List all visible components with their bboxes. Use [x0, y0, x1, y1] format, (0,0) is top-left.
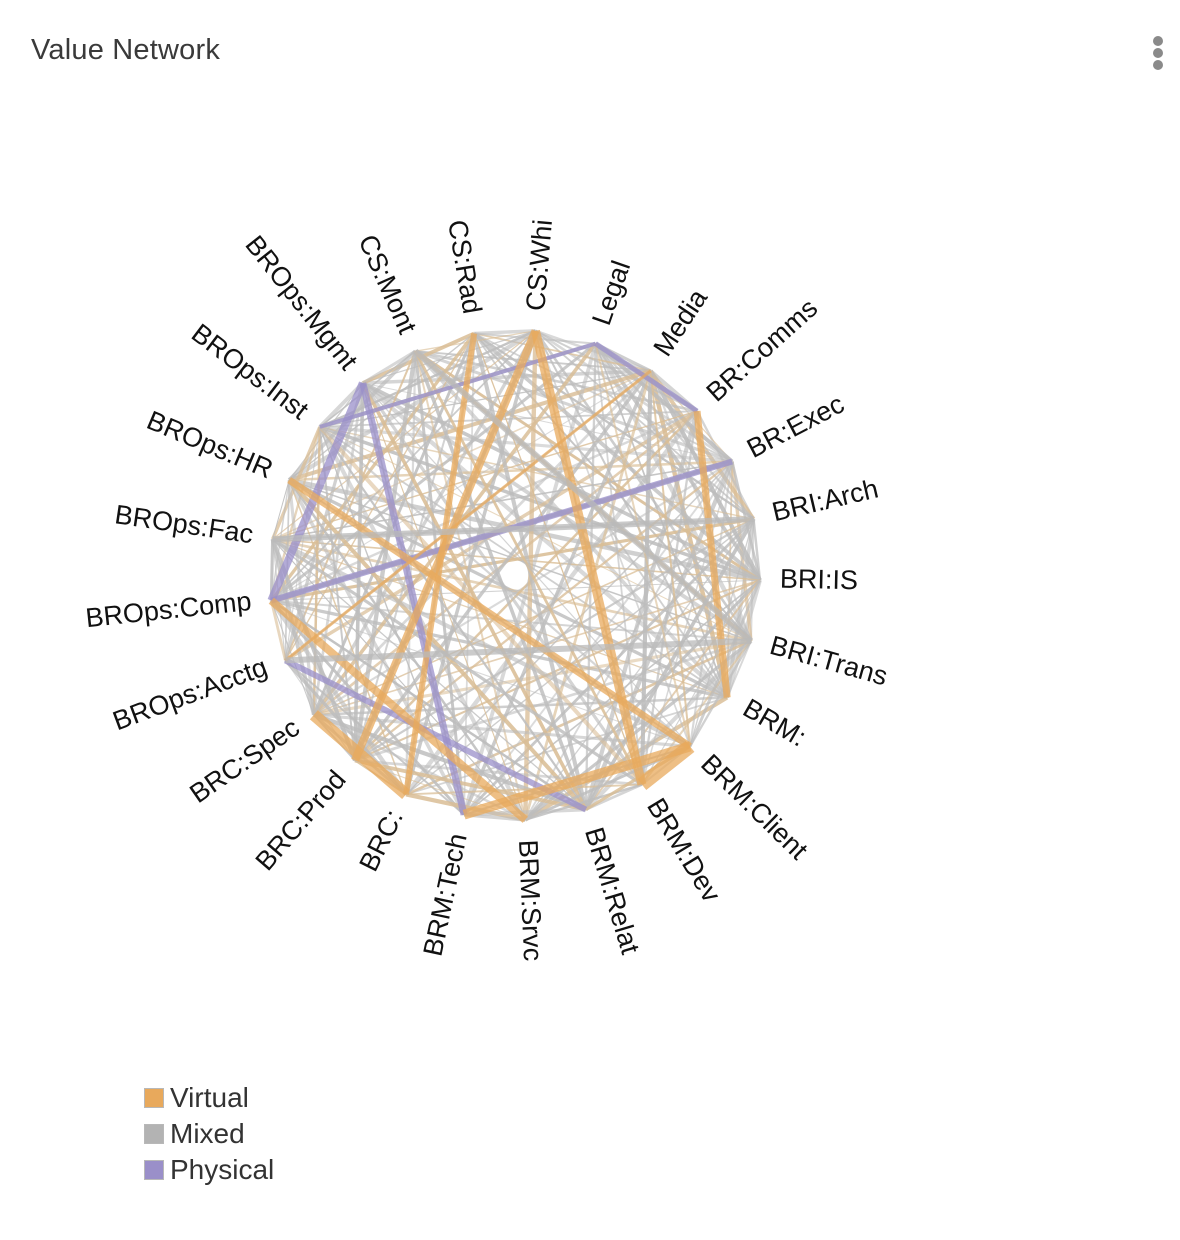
node-label[interactable]: BROps:Acctg	[109, 652, 271, 737]
network-link	[362, 382, 526, 820]
network-link-physical[interactable]	[284, 657, 588, 813]
node-label[interactable]: BRI:Trans	[767, 630, 891, 691]
network-link	[272, 479, 290, 540]
network-link	[270, 599, 466, 816]
network-link	[271, 600, 691, 747]
legend-item-virtual[interactable]: Virtual	[144, 1080, 274, 1116]
network-link	[584, 518, 756, 811]
network-link-virtual[interactable]	[531, 329, 647, 786]
node-label[interactable]: BROps:Inst	[186, 318, 314, 426]
network-link	[318, 426, 587, 811]
legend-label: Virtual	[170, 1082, 249, 1113]
node-label[interactable]: BRC:	[353, 805, 409, 876]
network-link	[474, 329, 536, 336]
network-link	[524, 783, 643, 821]
network-link	[354, 410, 698, 762]
node-label[interactable]: Legal	[586, 257, 636, 329]
legend-swatch-virtual	[144, 1088, 164, 1108]
network-link-physical[interactable]	[359, 382, 468, 816]
node-label[interactable]: BRC:Spec	[184, 712, 305, 809]
network-link	[353, 369, 652, 762]
network-link	[312, 330, 537, 716]
node-label[interactable]: BRC:Prod	[250, 765, 352, 877]
card-title: Value Network	[31, 34, 221, 66]
node-labels: BRM:BRI:Trans BRI:IS BRI:Arch BR:ExecBR:Com…	[84, 218, 891, 962]
network-link	[272, 460, 733, 540]
node-label[interactable]: BRI:Arch	[769, 473, 881, 527]
network-link-mixed[interactable]	[285, 637, 752, 664]
more-vertical-icon[interactable]	[1144, 34, 1172, 72]
highlighted-links	[267, 329, 754, 823]
node-label[interactable]: BROps:Fac	[113, 499, 255, 549]
legend: Virtual Mixed Physical	[144, 1080, 274, 1188]
legend-swatch-physical	[144, 1160, 164, 1180]
network-link	[318, 426, 356, 761]
network-link-virtual[interactable]	[284, 369, 652, 662]
legend-item-physical[interactable]: Physical	[144, 1152, 274, 1188]
network-link	[362, 349, 417, 385]
node-label[interactable]: BRM:Dev	[641, 793, 727, 908]
network-link	[523, 370, 652, 821]
node-label[interactable]: BROps:Mgmt	[239, 230, 363, 376]
network-link-mixed[interactable]	[413, 348, 753, 644]
network-link	[649, 370, 692, 747]
legend-label: Mixed	[170, 1118, 245, 1149]
network-link-virtual[interactable]	[637, 740, 695, 791]
node-label[interactable]: BRM:	[738, 693, 811, 753]
node-label[interactable]: CS:Whi	[520, 218, 558, 312]
menu-dot	[1153, 48, 1163, 58]
legend-swatch-mixed	[144, 1124, 164, 1144]
network-link	[271, 517, 754, 603]
node-label[interactable]: BROps:Comp	[84, 586, 253, 633]
network-link	[270, 342, 597, 602]
node-label[interactable]: BROps:HR	[143, 405, 278, 484]
network-link	[319, 425, 761, 582]
menu-dot	[1153, 36, 1163, 46]
node-label[interactable]: CS:Mont	[352, 230, 422, 339]
node-label[interactable]: Media	[648, 283, 714, 362]
network-link-virtual[interactable]	[287, 477, 692, 750]
node-label[interactable]: BRM:Srvc	[513, 839, 548, 962]
network-link-virtual[interactable]	[403, 332, 478, 795]
node-label[interactable]: BRM:Tech	[417, 831, 472, 959]
network-link	[463, 807, 586, 817]
network-link	[689, 640, 752, 747]
network-link	[534, 330, 691, 747]
network-link	[362, 382, 691, 747]
network-link	[319, 426, 691, 748]
legend-label: Physical	[170, 1154, 275, 1185]
network-link	[405, 460, 733, 795]
network-link-mixed[interactable]	[272, 516, 754, 543]
menu-dot	[1153, 60, 1163, 70]
network-link-virtual[interactable]	[309, 710, 410, 799]
legend-item-mixed[interactable]: Mixed	[144, 1116, 274, 1152]
network-link	[354, 758, 587, 812]
network-link	[269, 600, 287, 661]
node-label[interactable]: BRM:Client	[695, 748, 814, 865]
network-link	[354, 518, 755, 762]
node-label[interactable]: BRM:Relat	[579, 824, 646, 958]
node-label[interactable]: BR:Comms	[701, 293, 824, 408]
network-link	[649, 370, 753, 642]
network-link-virtual[interactable]	[693, 410, 731, 698]
network-link-physical[interactable]	[594, 341, 699, 414]
node-label[interactable]: BR:Exec	[742, 389, 849, 464]
node-label[interactable]: CS:Rad	[442, 218, 487, 316]
network-link	[270, 409, 698, 602]
node-label[interactable]: BRI:IS	[780, 564, 859, 596]
